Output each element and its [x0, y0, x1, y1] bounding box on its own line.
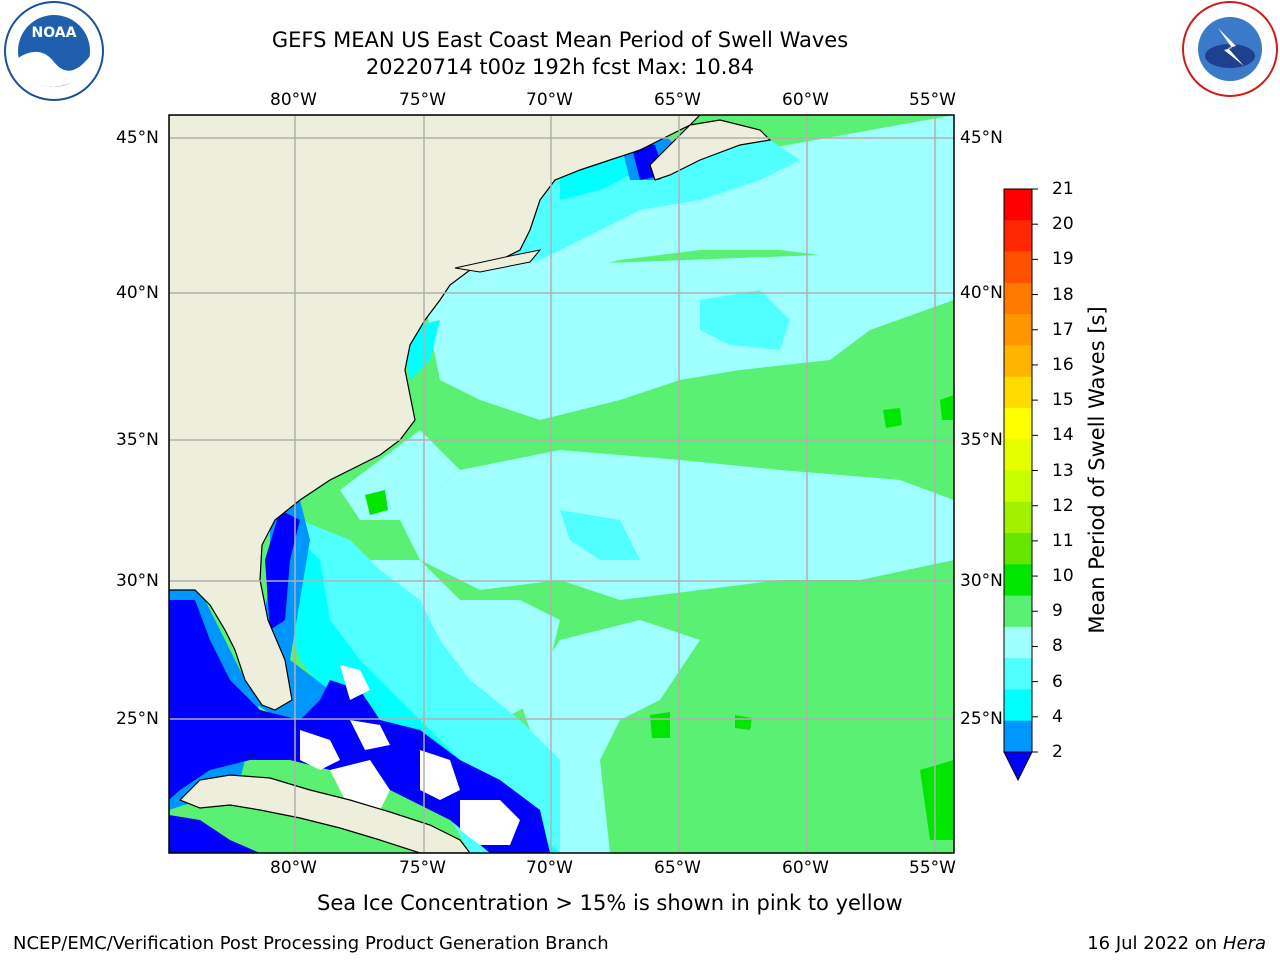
- colorbar-bin: [1004, 220, 1032, 253]
- lon-label-bottom: 70°W: [526, 858, 573, 878]
- colorbar-tick-label: 6: [1052, 671, 1063, 692]
- colorbar-tick-label: 18: [1052, 284, 1074, 305]
- colorbar-bin: [1004, 376, 1032, 409]
- colorbar-bin: [1004, 533, 1032, 565]
- nws-logo: [1182, 1, 1278, 97]
- colorbar-tick-label: 8: [1052, 636, 1063, 657]
- map-subtitle: 20220714 t00z 192h fcst Max: 10.84: [365, 55, 755, 79]
- lon-label-bottom: 65°W: [654, 858, 701, 878]
- colorbar-tick-label: 9: [1052, 601, 1063, 622]
- colorbar-tick-label: 19: [1052, 249, 1074, 270]
- footer-date-text: 16 Jul 2022 on: [1087, 933, 1223, 954]
- lat-label-right: 35°N: [960, 430, 1003, 450]
- footer-host: Hera: [1222, 933, 1266, 954]
- lat-label-right: 40°N: [960, 283, 1003, 303]
- footer-date: 16 Jul 2022 on Hera: [1087, 933, 1266, 954]
- lon-label-top: 80°W: [270, 90, 317, 110]
- lon-label-bottom: 55°W: [909, 858, 956, 878]
- map-title: GEFS MEAN US East Coast Mean Period of S…: [271, 28, 849, 52]
- lon-label-top: 60°W: [782, 90, 829, 110]
- lon-label-top: 75°W: [399, 90, 446, 110]
- lat-label-left: 35°N: [116, 430, 159, 450]
- lat-label-left: 30°N: [116, 571, 159, 591]
- colorbar-tick-label: 15: [1052, 390, 1074, 411]
- missing-data-patches: [300, 665, 520, 845]
- colorbar-tick-label: 13: [1052, 460, 1074, 481]
- map-frame: [168, 114, 955, 854]
- colorbar-bin: [1004, 189, 1032, 221]
- sea-ice-note: Sea Ice Concentration > 15% is shown in …: [317, 891, 903, 915]
- colorbar-bin: [1004, 720, 1032, 753]
- land-cuba: [178, 774, 471, 853]
- lon-label-top: 70°W: [526, 90, 573, 110]
- colorbar-title: Mean Period of Swell Waves [s]: [1085, 306, 1109, 634]
- colorbar-tick-label: 2: [1052, 742, 1063, 762]
- noaa-logo-text: NOAA: [32, 25, 77, 41]
- colorbar-bin: [1004, 564, 1032, 597]
- colorbar-bin: [1004, 595, 1032, 628]
- colorbar-bin: [1004, 626, 1032, 659]
- colorbar-tick-label: 10: [1052, 566, 1074, 587]
- lat-label-left: 45°N: [116, 128, 159, 148]
- colorbar-tick-label: 20: [1052, 214, 1074, 235]
- lat-label-right: 45°N: [960, 128, 1003, 148]
- ocean-2s-region: [169, 130, 680, 853]
- land-nova-scotia: [649, 119, 772, 181]
- ocean-4s-region: [280, 150, 640, 853]
- colorbar-tick-label: 12: [1052, 495, 1074, 516]
- colorbar-tick-label: 21: [1052, 179, 1074, 199]
- colorbar-bin: [1004, 439, 1032, 471]
- colorbar-bin: [1004, 689, 1032, 722]
- lon-label-bottom: 75°W: [399, 858, 446, 878]
- lat-label-left: 40°N: [116, 283, 159, 303]
- noaa-logo: NOAA: [4, 1, 104, 101]
- footer-credit: NCEP/EMC/Verification Post Processing Pr…: [13, 933, 609, 954]
- colorbar-tick-label: 17: [1052, 319, 1074, 340]
- colorbar-bin: [1004, 314, 1032, 346]
- colorbar-bin: [1004, 282, 1032, 315]
- lat-label-right: 30°N: [960, 571, 1003, 591]
- land-north-america: [169, 115, 701, 711]
- lon-label-top: 55°W: [909, 90, 956, 110]
- colorbar-tick-label: 16: [1052, 354, 1074, 375]
- graticule: [169, 115, 954, 853]
- ocean-8s-region: [400, 250, 954, 853]
- lon-label-bottom: 80°W: [270, 858, 317, 878]
- lon-label-top: 65°W: [654, 90, 701, 110]
- colorbar-tick-label: 11: [1052, 530, 1074, 551]
- colorbar-bin: [1004, 470, 1032, 503]
- colorbar: [1003, 188, 1038, 782]
- land-long-island: [454, 249, 542, 273]
- colorbar-tick-label: 14: [1052, 425, 1074, 446]
- colorbar-bin: [1004, 345, 1032, 378]
- colorbar-bin: [1004, 407, 1032, 440]
- lat-label-right: 25°N: [960, 709, 1003, 729]
- colorbar-bin: [1004, 251, 1032, 284]
- colorbar-bin: [1004, 501, 1032, 534]
- lat-label-left: 25°N: [116, 709, 159, 729]
- colorbar-tick-label: 4: [1052, 706, 1063, 727]
- colorbar-bin: [1004, 658, 1032, 690]
- ocean-6s-region: [300, 140, 800, 853]
- colorbar-under-triangle: [1003, 751, 1033, 782]
- lon-label-bottom: 60°W: [782, 858, 829, 878]
